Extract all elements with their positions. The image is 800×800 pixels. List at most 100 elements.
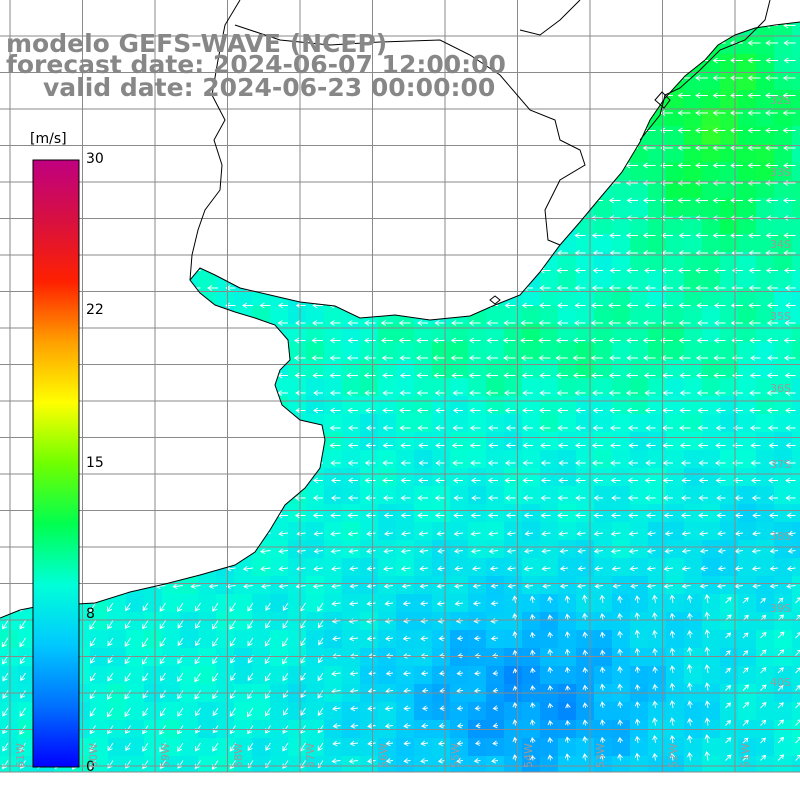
wind-arrow bbox=[417, 320, 428, 326]
speed-cell bbox=[504, 342, 522, 360]
wind-arrow bbox=[317, 742, 324, 752]
speed-cell bbox=[90, 612, 108, 630]
wind-arrow bbox=[557, 425, 568, 431]
wind-arrow bbox=[599, 649, 606, 656]
wind-arrow bbox=[634, 735, 641, 744]
wind-arrow bbox=[760, 684, 767, 691]
wind-arrow bbox=[332, 635, 341, 642]
wind-arrow bbox=[716, 583, 726, 589]
speed-cell bbox=[666, 234, 684, 252]
wind-arrow bbox=[472, 583, 481, 589]
wind-arrow bbox=[418, 530, 429, 537]
speed-cell bbox=[648, 558, 666, 576]
wind-arrow bbox=[787, 548, 796, 554]
speed-cell bbox=[684, 450, 702, 468]
speed-cell bbox=[630, 522, 648, 540]
speed-cell bbox=[792, 666, 800, 684]
speed-cell bbox=[684, 594, 702, 612]
wind-arrow bbox=[19, 620, 26, 630]
speed-cell bbox=[792, 324, 800, 342]
wind-arrow bbox=[212, 690, 219, 700]
lon-label-61w: 61W bbox=[14, 743, 27, 768]
wind-arrow bbox=[628, 512, 638, 519]
speed-cell bbox=[558, 630, 576, 648]
speed-cell bbox=[792, 270, 800, 288]
wind-arrow bbox=[367, 723, 376, 729]
speed-cell bbox=[720, 234, 738, 252]
speed-cell bbox=[594, 702, 612, 720]
wind-arrow bbox=[760, 719, 767, 726]
wind-arrow bbox=[456, 635, 464, 642]
speed-cell bbox=[720, 378, 738, 396]
wind-arrow bbox=[627, 495, 638, 501]
speed-cell bbox=[522, 738, 540, 756]
speed-cell bbox=[648, 306, 666, 324]
wind-arrow bbox=[749, 407, 761, 414]
speed-cell bbox=[702, 126, 720, 144]
speed-cell bbox=[702, 576, 720, 594]
speed-cell bbox=[288, 558, 306, 576]
speed-cell bbox=[576, 504, 594, 522]
wind-arrow bbox=[592, 460, 603, 466]
wind-arrow bbox=[523, 512, 533, 519]
speed-cell bbox=[666, 216, 684, 234]
speed-cell bbox=[666, 666, 684, 684]
wind-arrow bbox=[541, 565, 551, 572]
speed-cell bbox=[198, 612, 216, 630]
wind-arrow bbox=[330, 495, 341, 501]
speed-cell bbox=[684, 432, 702, 450]
wind-arrow bbox=[749, 337, 761, 344]
speed-cell bbox=[666, 198, 684, 216]
lon-label-53w: 53W bbox=[594, 743, 607, 768]
wind-arrow bbox=[645, 460, 656, 466]
speed-cell bbox=[774, 396, 792, 414]
wind-arrow bbox=[599, 701, 606, 709]
wind-arrow bbox=[278, 565, 289, 572]
speed-cell bbox=[270, 558, 288, 576]
wind-arrow bbox=[558, 460, 568, 466]
wind-arrow bbox=[451, 442, 463, 449]
wind-arrow bbox=[401, 583, 411, 589]
speed-cell bbox=[720, 270, 738, 288]
speed-cell bbox=[792, 162, 800, 180]
speed-cell bbox=[684, 540, 702, 558]
speed-cell bbox=[306, 306, 324, 324]
wind-arrow bbox=[385, 635, 394, 642]
speed-cell bbox=[702, 504, 720, 522]
wind-arrow bbox=[609, 355, 621, 361]
wind-arrow bbox=[107, 620, 114, 630]
wind-arrow bbox=[629, 565, 639, 572]
wind-arrow bbox=[346, 355, 358, 361]
speed-cell bbox=[792, 378, 800, 396]
wind-arrow bbox=[474, 705, 481, 711]
wind-arrow bbox=[681, 583, 691, 589]
speed-cell bbox=[612, 666, 630, 684]
speed-cell bbox=[558, 540, 576, 558]
speed-cell bbox=[504, 504, 522, 522]
wind-arrow bbox=[265, 602, 271, 611]
wind-arrow bbox=[695, 232, 708, 239]
wind-arrow bbox=[403, 618, 411, 624]
speed-cell bbox=[702, 450, 720, 468]
speed-cell bbox=[540, 738, 558, 756]
wind-arrow bbox=[749, 425, 761, 431]
wind-arrow bbox=[382, 372, 393, 379]
wind-arrow bbox=[247, 672, 254, 682]
speed-cell bbox=[288, 738, 306, 756]
wind-arrow bbox=[699, 530, 709, 537]
speed-cell bbox=[450, 468, 468, 486]
speed-cell bbox=[522, 702, 540, 720]
wind-arrow bbox=[329, 320, 341, 326]
speed-cell bbox=[324, 504, 342, 522]
wind-arrow bbox=[547, 684, 554, 691]
wind-arrow bbox=[547, 666, 553, 674]
wind-arrow bbox=[611, 565, 621, 572]
wind-arrow bbox=[380, 320, 393, 326]
wind-arrow bbox=[124, 637, 131, 647]
speed-cell bbox=[792, 126, 800, 144]
speed-cell bbox=[738, 90, 756, 108]
wind-arrow bbox=[229, 602, 236, 613]
lon-label-57w: 57W bbox=[304, 743, 317, 768]
speed-cell bbox=[720, 612, 738, 630]
wind-arrow bbox=[381, 355, 393, 361]
